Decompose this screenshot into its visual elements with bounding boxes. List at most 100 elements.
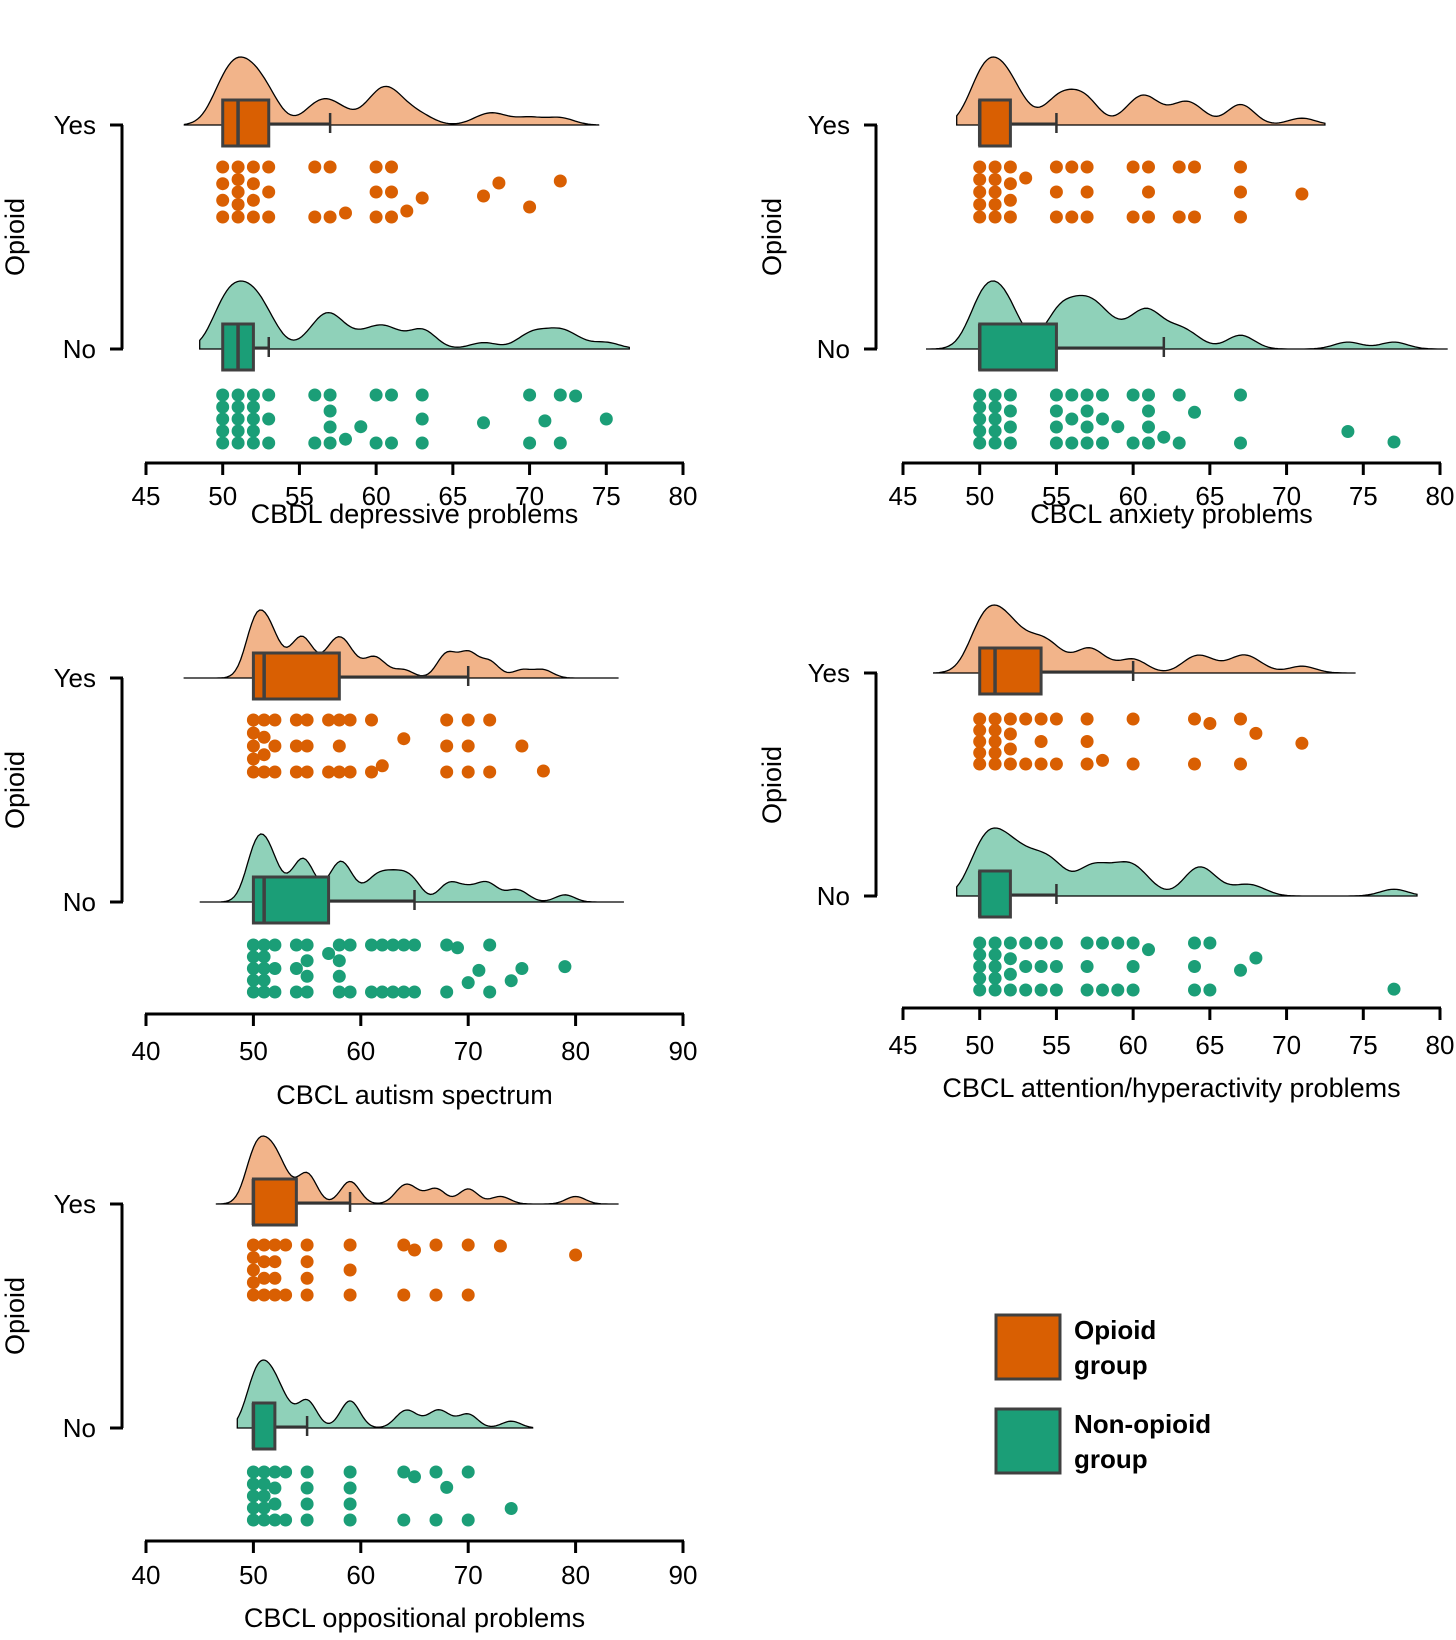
data-point <box>988 983 1002 997</box>
data-point <box>375 759 389 773</box>
data-point <box>289 985 303 999</box>
data-point <box>369 388 383 402</box>
data-point <box>1080 388 1094 402</box>
data-point <box>1295 736 1309 750</box>
data-point <box>386 985 400 999</box>
data-point <box>246 1489 260 1503</box>
data-point <box>1126 388 1140 402</box>
data-point <box>973 712 987 726</box>
data-point <box>262 210 276 224</box>
data-point <box>216 177 230 191</box>
data-point <box>461 739 475 753</box>
data-point <box>246 436 260 450</box>
data-point <box>257 950 271 964</box>
data-point <box>1126 160 1140 174</box>
data-point <box>216 388 230 402</box>
data-point <box>300 1288 314 1302</box>
density-cloud-yes <box>215 1135 619 1205</box>
data-point <box>408 938 421 952</box>
data-point <box>246 985 260 999</box>
x-axis-title: CBCL anxiety problems <box>1030 499 1313 529</box>
data-point <box>1188 983 1201 997</box>
data-point <box>246 1513 260 1527</box>
data-point <box>339 206 352 220</box>
x-tick-label: 50 <box>239 1560 268 1590</box>
data-point <box>246 193 260 207</box>
data-point <box>988 948 1002 962</box>
data-point <box>343 1481 357 1495</box>
data-point <box>343 1288 357 1302</box>
data-point <box>440 1480 454 1494</box>
data-point <box>1188 160 1201 174</box>
x-tick-label: 50 <box>239 1036 268 1066</box>
data-point <box>1126 757 1140 771</box>
data-point <box>1111 983 1125 997</box>
data-point <box>300 1255 314 1269</box>
data-point <box>408 1243 421 1257</box>
data-point <box>461 713 475 727</box>
data-point <box>440 985 454 999</box>
data-point <box>1003 436 1017 450</box>
density-cloud-yes <box>183 56 600 126</box>
data-point <box>323 210 337 224</box>
x-tick-label: 70 <box>454 1560 483 1590</box>
data-point <box>1188 712 1201 726</box>
data-point <box>365 985 378 999</box>
data-point <box>492 176 506 190</box>
data-point <box>1003 742 1017 756</box>
data-point <box>300 985 314 999</box>
data-point <box>246 160 260 174</box>
data-point <box>246 1263 260 1277</box>
data-point <box>369 436 383 450</box>
data-point <box>973 757 987 771</box>
data-point <box>988 412 1002 426</box>
data-point <box>988 173 1002 186</box>
data-point <box>1065 436 1079 450</box>
data-point <box>1203 717 1217 730</box>
data-point <box>988 936 1002 950</box>
data-point <box>1142 210 1155 224</box>
data-point <box>973 936 987 950</box>
data-point <box>343 765 357 779</box>
data-point <box>988 198 1002 211</box>
x-tick-label: 60 <box>362 481 391 511</box>
data-point <box>1049 210 1063 224</box>
data-point <box>988 424 1002 438</box>
data-point <box>216 210 230 224</box>
data-point <box>257 973 271 987</box>
data-point <box>397 985 411 999</box>
data-point <box>483 765 497 779</box>
data-point <box>1188 405 1201 419</box>
box-no <box>978 322 1058 372</box>
data-point <box>369 210 383 224</box>
data-point <box>988 388 1002 402</box>
data-point <box>1080 936 1094 950</box>
data-point <box>1234 185 1247 199</box>
data-point <box>308 210 322 224</box>
data-point <box>343 985 357 999</box>
data-point <box>1003 160 1017 174</box>
data-point <box>440 765 454 779</box>
data-point <box>461 1465 475 1479</box>
legend-label: group <box>1074 1444 1148 1474</box>
x-axis-title: CBCL autism spectrum <box>276 1080 553 1110</box>
data-point <box>1065 210 1079 224</box>
data-point <box>343 1465 357 1479</box>
data-point <box>988 723 1002 737</box>
data-point <box>369 185 383 199</box>
data-point <box>300 1238 314 1252</box>
data-point <box>1126 712 1140 726</box>
data-point <box>973 210 987 224</box>
data-point <box>1003 757 1017 771</box>
data-point <box>397 1238 411 1252</box>
data-point <box>323 436 337 450</box>
data-point <box>988 436 1002 450</box>
data-point <box>216 160 230 174</box>
group-label-yes: Yes <box>54 110 96 140</box>
data-point <box>1003 404 1017 418</box>
data-point <box>257 713 271 727</box>
y-axis-title: Opioid <box>757 746 787 824</box>
data-point <box>1003 983 1017 997</box>
